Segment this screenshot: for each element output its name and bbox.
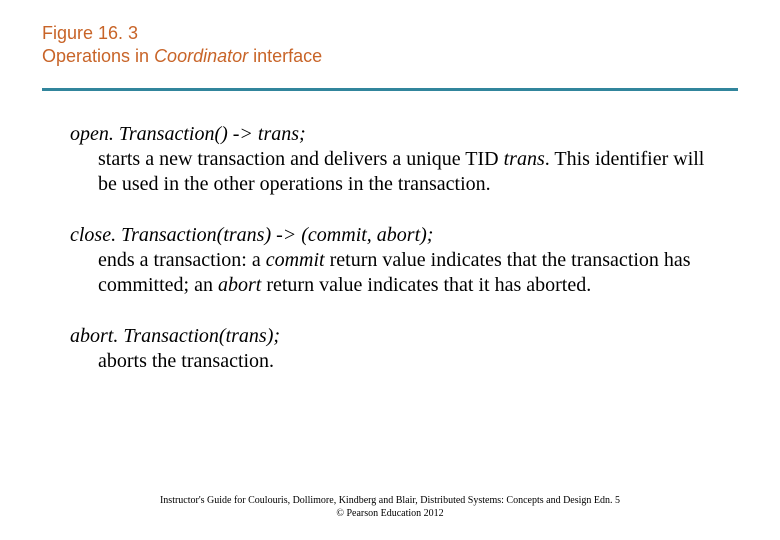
operation-description: starts a new transaction and delivers a … (98, 147, 710, 197)
operation-description: aborts the transaction. (98, 349, 710, 374)
operation-close: close. Transaction(trans) -> (commit, ab… (70, 223, 710, 298)
caption-prefix: Operations in (42, 46, 154, 66)
slide: Figure 16. 3 Operations in Coordinator i… (0, 0, 780, 540)
footer-line-2: © Pearson Education 2012 (0, 507, 780, 520)
operation-signature: abort. Transaction(trans); (70, 324, 710, 349)
figure-number: Figure 16. 3 (42, 22, 322, 45)
footer-credits: Instructor's Guide for Coulouris, Dollim… (0, 494, 780, 520)
operation-open: open. Transaction() -> trans; starts a n… (70, 122, 710, 197)
operation-signature: close. Transaction(trans) -> (commit, ab… (70, 223, 710, 248)
caption-suffix: interface (248, 46, 322, 66)
operations-list: open. Transaction() -> trans; starts a n… (70, 122, 710, 400)
caption-italic: Coordinator (154, 46, 248, 66)
operation-description: ends a transaction: a commit return valu… (98, 248, 710, 298)
figure-title: Figure 16. 3 Operations in Coordinator i… (42, 22, 322, 69)
footer-line-1: Instructor's Guide for Coulouris, Dollim… (0, 494, 780, 507)
operation-abort: abort. Transaction(trans); aborts the tr… (70, 324, 710, 374)
operation-signature: open. Transaction() -> trans; (70, 122, 710, 147)
title-underline (42, 88, 738, 91)
figure-caption: Operations in Coordinator interface (42, 45, 322, 68)
